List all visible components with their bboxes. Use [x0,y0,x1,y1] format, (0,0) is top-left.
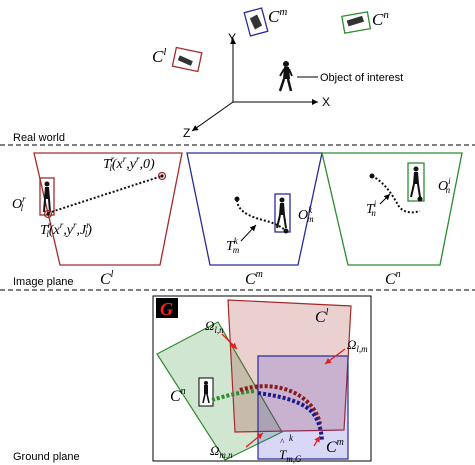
image-camera-l-label: Cl [100,269,114,288]
trajectory-l-end [157,171,167,181]
detection-box-n [407,162,425,202]
x-axis-label: X [322,95,330,109]
omega-mn-arrow [245,432,264,448]
ground-fov-n [156,321,283,461]
ground-camera-l-label: Cl [315,307,329,326]
person-icon-m [276,197,287,229]
camera-n-icon [341,11,372,34]
camera-m-label: Cm [268,6,287,26]
label-o-l: Or l [12,194,26,213]
camera-l-icon [171,46,203,73]
image-plane-label: Image plane [13,276,74,288]
person-icon [278,61,293,92]
y-axis-label: Y [228,31,236,45]
label-t-bottom: Tr l(xr,yr,Jr l) [40,220,92,239]
ground-fov-l [227,299,352,433]
ground-camera-m-label: Cm [326,437,344,456]
trajectory-m [236,199,287,232]
label-t-n: Ti n [366,199,377,218]
ground-trajectory-green [211,389,256,402]
omega-lm-label: Ωl,m [347,337,368,354]
omega-lm-arrow [324,348,346,365]
z-axis-label: Z [183,126,190,140]
ground-trajectory-blue [257,391,324,441]
image-plane-m [186,152,323,266]
omega-ln-arrow [221,333,238,350]
trajectory-l-end-dot [160,174,164,178]
image-plane-section: Or l Tr l(xr,yr,0) Tr l(xr,yr,Jr l) Ok m Tk m … [12,152,463,288]
label-o-m: Ok m [298,205,314,224]
pointer-t-n [379,193,391,205]
image-camera-n-label: Cn [385,269,401,288]
real-world-label: Real world [13,132,65,144]
camera-m-icon [243,7,269,37]
image-camera-m-label: Cm [245,269,263,288]
trajectory-l-start-dot [46,212,50,216]
pointer-t-m [240,224,257,242]
trajectory-m-end [283,228,289,234]
label-t-top: Tr l(xr,yr,0) [103,154,155,173]
camera-l-label: Cl [152,46,166,66]
label-o-n: Oi n [438,176,451,195]
trajectory-l [47,175,163,214]
g-label-box [156,298,178,318]
ground-plane-section: G Cl Cn Cm Ωl,n Ωl,m Ωm,n Tm,G ^ k [13,295,372,464]
t-mg-sup: k [289,433,294,443]
trajectory-n [371,175,421,214]
object-of-interest-label: Object of interest [320,72,403,84]
t-mg-hat: ^ [280,437,285,447]
trajectory-l-start [43,209,53,219]
trajectory-n-end [417,196,423,202]
omega-ln-label: Ωl,n [205,318,224,335]
detection-box-m [274,193,291,233]
ground-fov-m [257,355,349,460]
image-plane-l [33,152,183,266]
camera-n-label: Cn [372,9,389,29]
real-world-section: Y X Z Object of interest Cl Cm Cn [13,6,403,144]
z-axis [191,101,234,132]
person-icon-l [43,181,51,213]
label-t-m: Tk m [226,236,240,255]
trajectory-n-start [369,173,375,179]
image-plane-n [321,152,463,266]
ground-trajectory-red [239,384,322,425]
g-label: G [160,299,173,319]
ground-person-icon [202,381,210,404]
person-icon-n [410,166,421,198]
t-mg-arrow [313,435,321,447]
ground-camera-n-label: Cn [170,386,186,405]
omega-mn-label: Ωm,n [210,443,233,460]
trajectory-m-start [234,196,240,202]
ground-plane-label: Ground plane [13,451,80,463]
t-mg-label: Tm,G [279,447,302,464]
